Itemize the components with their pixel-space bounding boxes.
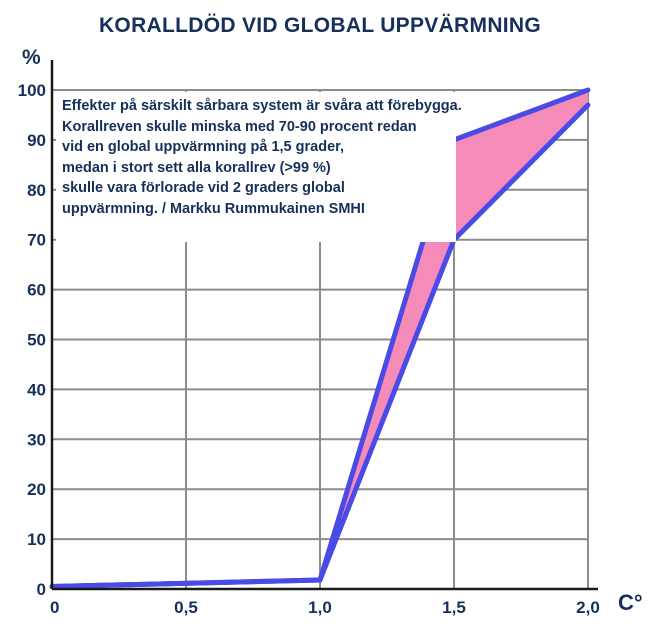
y-tick-label: 0	[37, 580, 46, 599]
x-tick-label: 1,5	[442, 598, 466, 617]
y-tick-label: 50	[27, 331, 46, 350]
x-tick-label: 1,0	[308, 598, 332, 617]
annotation-line: medan i stort sett alla korallrev (>99 %…	[62, 159, 331, 176]
y-tick-label: 60	[27, 281, 46, 300]
y-tick-label: 10	[27, 530, 46, 549]
annotation-line: uppvärmning. / Markku Rummukainen SMHI	[62, 200, 365, 217]
annotation-line: vid en global uppvärmning på 1,5 grader,	[62, 139, 345, 156]
y-tick-label: 70	[27, 231, 46, 250]
annotation-line: Korallreven skulle minska med 70-90 proc…	[62, 118, 417, 135]
annotation-line: Effekter på särskilt sårbara system är s…	[62, 98, 462, 114]
axes	[50, 60, 598, 591]
y-tick-label: 100	[18, 81, 46, 100]
y-tick-label: 20	[27, 480, 46, 499]
y-axis-label: %	[22, 46, 41, 69]
series-line	[49, 102, 591, 590]
x-tick-label: 2,0	[576, 598, 600, 617]
annotation-box: Effekter på särskilt sårbara system är s…	[56, 92, 462, 242]
annotation-line: skulle vara förlorade vid 2 graders glob…	[62, 180, 345, 197]
y-tick-label: 30	[27, 430, 46, 449]
x-tick-label: 0	[50, 598, 59, 617]
x-tick-label: 0,5	[174, 598, 198, 617]
tick-labels: 0 10 20 30 40 50 60 70 80 90 100 0 0,5 1,0 1,5 2,0	[18, 81, 600, 617]
x-axis-label: C°	[618, 590, 643, 615]
chart-title: KORALLDÖD VID GLOBAL UPPVÄRMNING	[98, 14, 542, 37]
y-tick-label: 80	[27, 181, 46, 200]
y-tick-label: 90	[27, 131, 46, 150]
y-tick-label: 40	[27, 380, 46, 399]
